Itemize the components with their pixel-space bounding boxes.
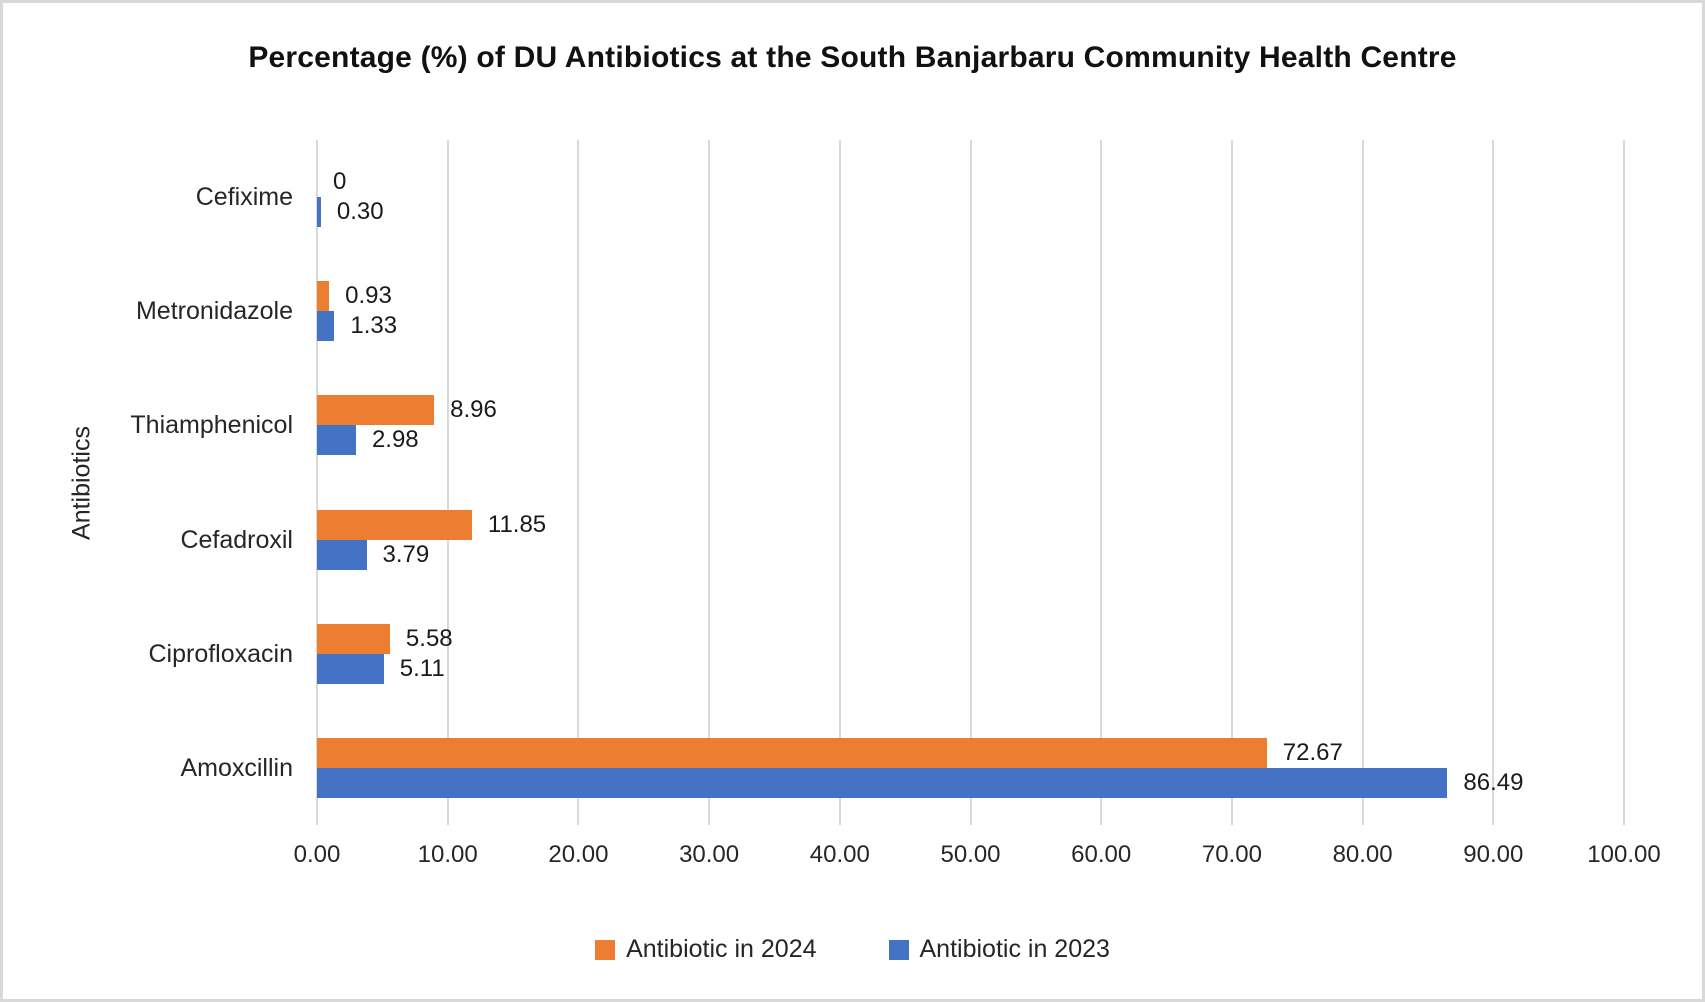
value-label-antibiotic-in-2024-cefixime: 0 — [333, 168, 347, 196]
value-label-antibiotic-in-2023-thiamphenicol: 2.98 — [371, 426, 419, 454]
gridline-60.00 — [1100, 140, 1103, 825]
category-label-metronidazole: Metronidazole — [135, 297, 293, 326]
category-label-cefixime: Cefixime — [195, 183, 293, 212]
value-label-antibiotic-in-2024-amoxcillin: 72.67 — [1282, 738, 1343, 766]
bar-antibiotic-in-2024-thiamphenicol — [317, 395, 435, 426]
bar-antibiotic-in-2023-ciprofloxacin — [317, 653, 384, 684]
x-tick-label-10.00: 10.00 — [417, 841, 478, 868]
value-label-antibiotic-in-2024-thiamphenicol: 8.96 — [450, 396, 497, 424]
value-label-antibiotic-in-2024-metronidazole: 0.93 — [345, 282, 392, 310]
gridline-90.00 — [1492, 140, 1495, 825]
bar-antibiotic-in-2023-thiamphenicol — [317, 425, 356, 456]
bar-antibiotic-in-2023-cefadroxil — [317, 539, 367, 570]
value-label-antibiotic-in-2023-cefixime: 0.30 — [336, 198, 384, 226]
legend-item-antibiotic-in-2023: Antibiotic in 2023 — [888, 935, 1110, 964]
x-tick-label-40.00: 40.00 — [809, 841, 870, 868]
gridline-10.00 — [446, 140, 449, 825]
value-label-antibiotic-in-2023-ciprofloxacin: 5.11 — [399, 654, 445, 682]
value-label-antibiotic-in-2024-cefadroxil: 11.85 — [487, 510, 547, 538]
bar-antibiotic-in-2024-ciprofloxacin — [317, 623, 390, 654]
chart-title: Percentage (%) of DU Antibiotics at the … — [248, 41, 1457, 74]
x-tick-label-100.00: 100.00 — [1587, 841, 1661, 868]
legend-swatch-antibiotic-in-2024 — [595, 939, 616, 960]
value-label-antibiotic-in-2024-ciprofloxacin: 5.58 — [405, 624, 453, 652]
x-tick-label-90.00: 90.00 — [1463, 841, 1524, 868]
gridline-50.00 — [969, 140, 972, 825]
x-tick-label-30.00: 30.00 — [679, 841, 740, 868]
gridline-70.00 — [1230, 140, 1233, 825]
x-tick-label-0.00: 0.00 — [293, 841, 341, 868]
gridline-30.00 — [708, 140, 711, 825]
category-label-ciprofloxacin: Ciprofloxacin — [148, 639, 293, 668]
x-tick-label-60.00: 60.00 — [1071, 841, 1132, 868]
gridline-80.00 — [1361, 140, 1364, 825]
bar-antibiotic-in-2024-metronidazole — [317, 281, 330, 312]
bar-antibiotic-in-2024-cefadroxil — [317, 509, 472, 540]
value-label-antibiotic-in-2023-cefadroxil: 3.79 — [382, 540, 430, 568]
legend-item-antibiotic-in-2024: Antibiotic in 2024 — [595, 935, 817, 964]
value-label-antibiotic-in-2023-amoxcillin: 86.49 — [1463, 768, 1524, 796]
y-axis-title: Antibiotics — [67, 426, 96, 540]
bar-antibiotic-in-2023-metronidazole — [317, 311, 335, 342]
x-tick-label-50.00: 50.00 — [940, 841, 1001, 868]
gridline-0.00 — [316, 140, 318, 825]
x-tick-label-80.00: 80.00 — [1332, 841, 1393, 868]
bar-antibiotic-in-2023-amoxcillin — [317, 767, 1448, 798]
legend-swatch-antibiotic-in-2023 — [888, 939, 909, 960]
legend-label-antibiotic-in-2024: Antibiotic in 2024 — [626, 935, 817, 963]
value-label-antibiotic-in-2023-metronidazole: 1.33 — [350, 312, 398, 340]
bar-antibiotic-in-2023-cefixime — [317, 197, 321, 228]
bar-antibiotic-in-2024-amoxcillin — [317, 737, 1267, 768]
x-tick-label-20.00: 20.00 — [548, 841, 609, 868]
legend-label-antibiotic-in-2023: Antibiotic in 2023 — [919, 935, 1110, 963]
gridline-40.00 — [838, 140, 841, 825]
x-tick-label-70.00: 70.00 — [1201, 841, 1262, 868]
gridline-100.00 — [1623, 140, 1625, 825]
category-label-cefadroxil: Cefadroxil — [180, 525, 293, 554]
gridline-20.00 — [577, 140, 580, 825]
category-label-thiamphenicol: Thiamphenicol — [130, 411, 293, 440]
legend: Antibiotic in 2024 Antibiotic in 2023 — [3, 935, 1702, 964]
category-label-amoxcillin: Amoxcillin — [180, 753, 293, 782]
